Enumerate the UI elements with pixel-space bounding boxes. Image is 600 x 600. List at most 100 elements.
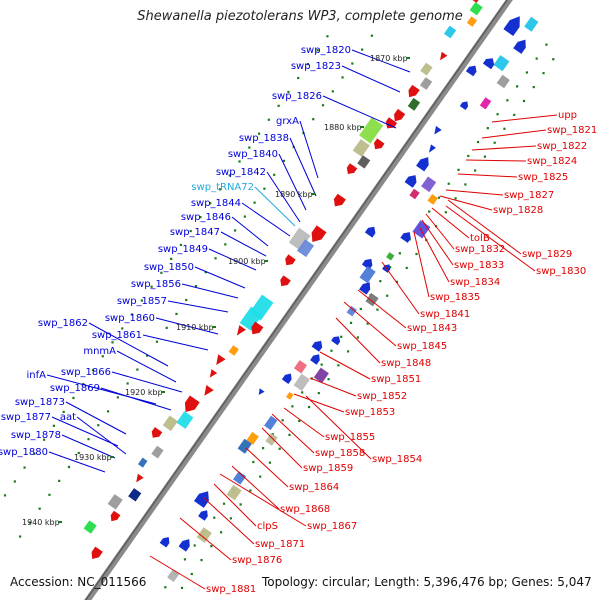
gene-feature: [408, 84, 420, 98]
label-leader: [481, 129, 547, 139]
label-leader: [116, 350, 177, 383]
gene-label-right: swp_1876: [232, 555, 282, 566]
gene-label-right: swp_1881: [206, 584, 256, 595]
gene-feature: [265, 432, 278, 446]
tick-dot: [467, 154, 470, 158]
gene-feature: [297, 239, 315, 258]
label-leader: [319, 351, 371, 380]
kbp-tick-label: 1940 kbp: [22, 518, 60, 527]
tick-dot: [351, 62, 354, 65]
label-leader: [208, 248, 257, 271]
gene-feature: [311, 225, 327, 242]
gene-label-right: swp_1843: [407, 323, 457, 334]
tick-dot: [535, 57, 538, 60]
gene-feature: [412, 220, 431, 239]
tick-dot: [204, 271, 207, 274]
genome-summary-text: Topology: circular; Length: 5,396,476 bp…: [262, 575, 592, 589]
tick-dot: [281, 419, 284, 422]
gene-feature: [365, 293, 379, 307]
gene-feature: [159, 537, 170, 548]
label-leader: [299, 120, 319, 179]
gene-label-right: clpS: [257, 521, 278, 532]
label-leaders: [46, 49, 558, 590]
tick-dot: [516, 85, 519, 88]
tick-dot: [503, 127, 506, 130]
gene-feature: [465, 65, 477, 77]
tick-dot: [38, 507, 41, 510]
gene-feature: [472, 0, 479, 3]
tick-dot: [405, 266, 408, 270]
label-leader: [111, 371, 183, 393]
gene-label-left: swp_1873: [15, 397, 65, 408]
gene-feature: [151, 427, 163, 438]
gene-feature: [469, 2, 483, 16]
label-leader: [155, 317, 219, 335]
tick-dot: [454, 197, 457, 200]
tick-dot: [77, 451, 80, 455]
label-leader: [181, 283, 239, 299]
gene-feature: [409, 188, 420, 200]
label-leader: [220, 231, 267, 257]
tick-dot: [395, 280, 399, 283]
tick-dot: [228, 174, 231, 177]
gene-feature: [236, 325, 246, 336]
tick-dot: [28, 521, 32, 524]
gene-feature: [357, 155, 371, 169]
tick-dot: [160, 271, 163, 274]
tick-dot: [87, 438, 90, 441]
gene-label-right: swp_1858: [315, 448, 365, 459]
tick-dot: [259, 475, 262, 478]
tick-dot: [199, 216, 202, 219]
tick-dot: [307, 405, 311, 409]
tick-dot: [229, 517, 232, 520]
gene-feature: [493, 55, 510, 72]
gene-label-right: swp_1834: [450, 277, 500, 288]
gene-feature: [128, 488, 142, 502]
tick-dot: [130, 313, 134, 316]
tick-dot: [82, 382, 85, 386]
tick-dot: [243, 215, 246, 218]
tick-dot: [312, 118, 315, 121]
tick-dot: [447, 182, 450, 185]
gene-feature: [359, 117, 384, 144]
tick-dot: [525, 71, 528, 74]
gene-feature: [416, 157, 429, 172]
gene-feature: [313, 367, 329, 384]
tick-dot: [331, 90, 334, 93]
label-leader: [261, 427, 303, 469]
gene-label-left: swp_1823: [291, 61, 341, 72]
tick-dot: [457, 168, 460, 171]
tick-dot: [189, 229, 192, 233]
gene-feature: [331, 336, 341, 346]
gene-label-right: swp_1853: [345, 407, 395, 418]
kbp-tick-label: 1920 kbp: [125, 388, 163, 397]
tick-dot: [233, 229, 237, 232]
gene-label-left: swp_1860: [105, 313, 155, 324]
tick-dot: [437, 196, 441, 199]
tick-dot: [19, 535, 22, 538]
label-leader: [419, 227, 450, 283]
label-leader: [322, 95, 397, 129]
tick-dot: [506, 99, 509, 102]
tick-dot: [347, 350, 350, 353]
tick-dot: [146, 354, 149, 357]
gene-label-right: swp_1822: [537, 141, 587, 152]
gene-feature: [466, 16, 478, 27]
tick-dot: [101, 355, 104, 358]
tick-dot: [386, 294, 389, 297]
gene-feature: [233, 471, 247, 485]
gene-feature: [443, 25, 457, 39]
label-leader: [76, 416, 127, 455]
gene-label-left: swp_1849: [158, 244, 208, 255]
gene-feature: [136, 473, 144, 483]
gene-label-left: swp_1847: [170, 227, 220, 238]
tick-dot: [126, 382, 129, 385]
kbp-tick-label: 1900 kbp: [228, 257, 266, 266]
gene-label-right: swp_1827: [504, 190, 554, 201]
label-leader: [88, 322, 169, 367]
label-leader: [283, 407, 325, 438]
tick-dot: [165, 326, 168, 329]
label-leader: [231, 465, 280, 510]
